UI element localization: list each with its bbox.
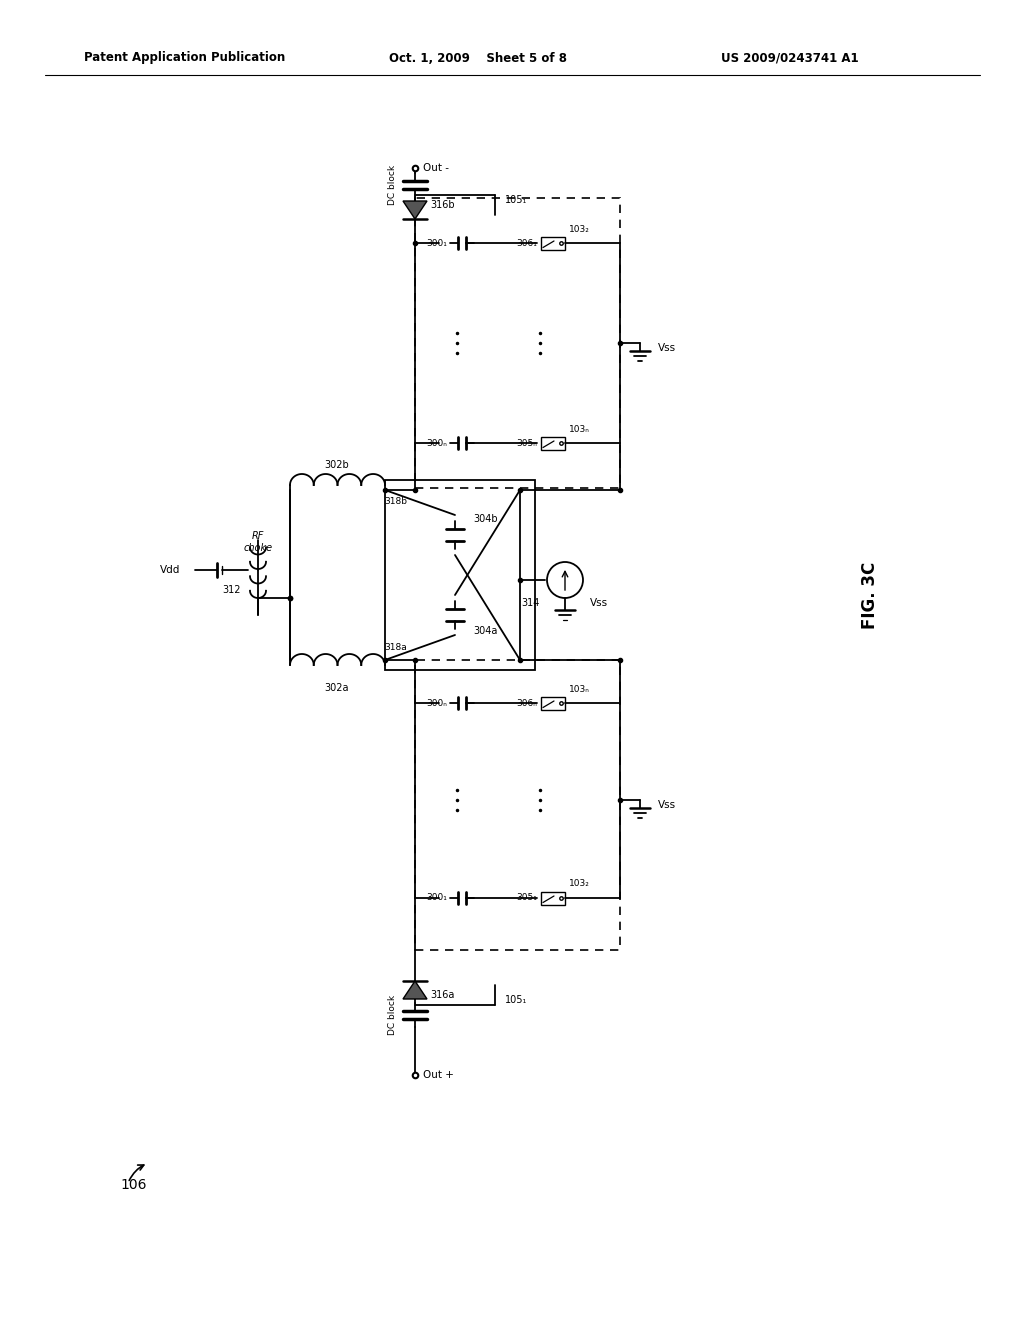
Text: 318a: 318a xyxy=(384,644,407,652)
Text: RF
choke: RF choke xyxy=(244,531,272,553)
Text: 304b: 304b xyxy=(473,513,498,524)
Text: 304a: 304a xyxy=(473,626,498,636)
Text: 300ₙ: 300ₙ xyxy=(426,698,447,708)
Text: 316b: 316b xyxy=(430,201,455,210)
Bar xyxy=(541,437,565,450)
Text: DC block: DC block xyxy=(388,995,397,1035)
Text: Vss: Vss xyxy=(590,598,608,609)
Text: Vss: Vss xyxy=(658,343,676,352)
Text: 318b: 318b xyxy=(384,498,407,507)
Text: 305ₙ: 305ₙ xyxy=(516,438,537,447)
Text: Oct. 1, 2009    Sheet 5 of 8: Oct. 1, 2009 Sheet 5 of 8 xyxy=(389,51,567,65)
Text: Vss: Vss xyxy=(658,800,676,810)
Text: 306₁: 306₁ xyxy=(516,239,537,248)
Text: 300ₙ: 300ₙ xyxy=(426,438,447,447)
Text: 105₁: 105₁ xyxy=(505,195,527,205)
Text: Out -: Out - xyxy=(423,162,449,173)
Text: 316a: 316a xyxy=(430,990,455,1001)
Text: US 2009/0243741 A1: US 2009/0243741 A1 xyxy=(721,51,859,65)
Bar xyxy=(541,697,565,710)
Text: 314: 314 xyxy=(521,598,540,609)
Bar xyxy=(541,236,565,249)
Bar xyxy=(385,480,535,671)
Text: 103ₙ: 103ₙ xyxy=(569,425,590,433)
Text: Patent Application Publication: Patent Application Publication xyxy=(84,51,286,65)
Text: 103₂: 103₂ xyxy=(569,224,590,234)
Bar xyxy=(541,891,565,904)
Text: Vdd: Vdd xyxy=(160,565,180,576)
Text: 312: 312 xyxy=(223,585,242,595)
Text: 305₁: 305₁ xyxy=(516,894,537,903)
Text: 300₁: 300₁ xyxy=(426,239,447,248)
Text: 300₁: 300₁ xyxy=(426,894,447,903)
Polygon shape xyxy=(403,201,427,219)
Polygon shape xyxy=(403,981,427,999)
Text: Out +: Out + xyxy=(423,1071,454,1080)
Text: 106: 106 xyxy=(120,1177,146,1192)
Text: 103ₙ: 103ₙ xyxy=(569,685,590,693)
Text: DC block: DC block xyxy=(388,165,397,205)
Text: 105₁: 105₁ xyxy=(505,995,527,1005)
Circle shape xyxy=(547,562,583,598)
Text: 302a: 302a xyxy=(325,682,349,693)
Text: 306ₙ: 306ₙ xyxy=(516,698,537,708)
Text: FIG. 3C: FIG. 3C xyxy=(861,561,879,628)
Text: 302b: 302b xyxy=(325,459,349,470)
Text: 103₂: 103₂ xyxy=(569,879,590,888)
